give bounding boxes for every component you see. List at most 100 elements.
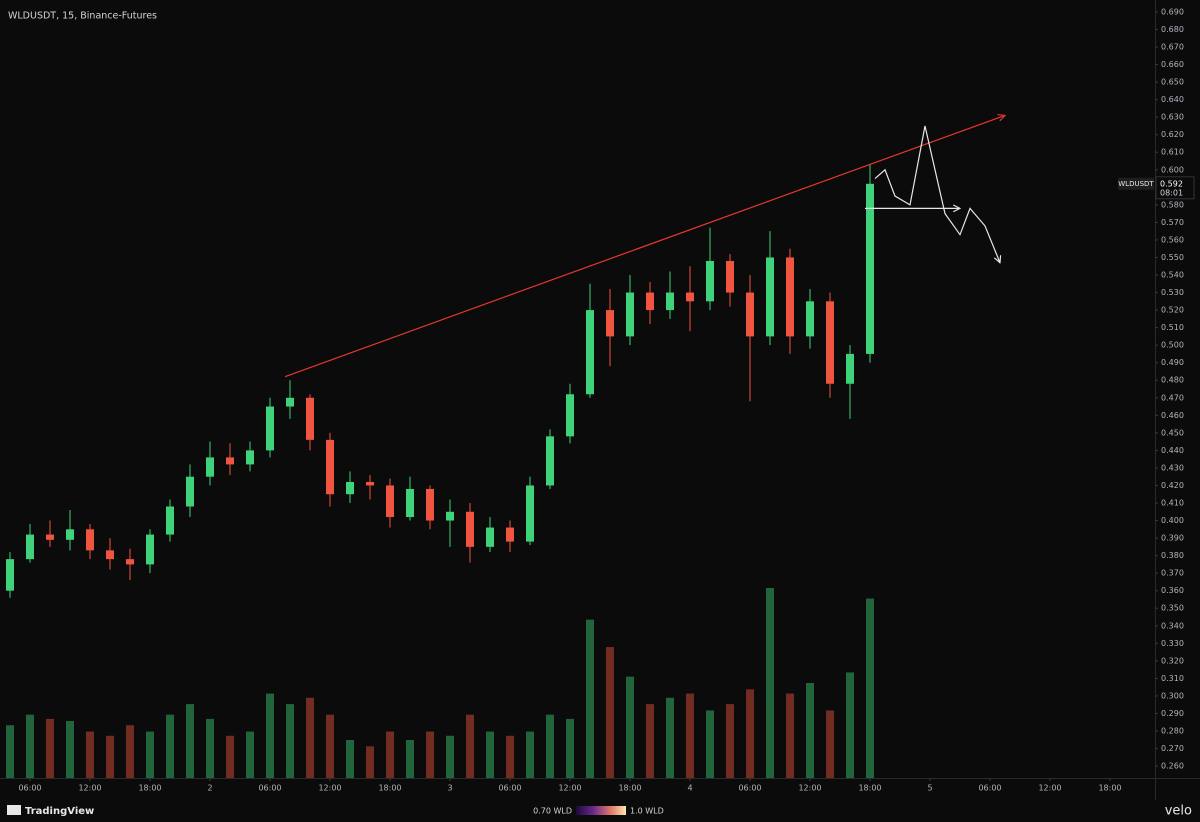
candle-body [266,406,274,451]
scale-min-label: 0.70 WLD [533,807,572,816]
volume-bar [546,714,554,778]
candle-body [246,450,254,465]
x-tick-label: 5 [927,784,932,793]
watermark: velo [1165,804,1192,819]
volume-bar [726,704,734,778]
y-tick-label: 0.560 [1161,235,1184,244]
volume-bar [286,704,294,778]
volume-layer [6,588,874,778]
x-tick-label: 3 [447,784,452,793]
candle-body [486,527,494,547]
volume-bar [206,718,214,778]
y-tick-label: 0.380 [1161,551,1184,560]
volume-bar [566,718,574,778]
y-tick-label: 0.320 [1161,656,1184,665]
y-tick-label: 0.550 [1161,253,1184,262]
candle-body [186,476,194,507]
candle-body [626,292,634,337]
y-tick-label: 0.570 [1161,218,1184,227]
candle-body [606,310,614,337]
x-tick-label: 4 [687,784,692,793]
y-tick-label: 0.540 [1161,271,1184,280]
volume-bar [46,718,54,778]
y-tick-label: 0.600 [1161,165,1184,174]
y-tick-label: 0.460 [1161,411,1184,420]
volume-bar [866,598,874,778]
y-tick-label: 0.620 [1161,130,1184,139]
x-tick-label: 18:00 [1098,784,1121,793]
y-tick-label: 0.450 [1161,428,1184,437]
y-tick-label: 0.310 [1161,674,1184,683]
candle-layer [6,164,874,598]
symbol-tag-box [1118,177,1154,190]
symbol-tag: WLDUSDT [1118,180,1154,188]
candle-body [6,559,14,591]
x-tick-label: 18:00 [138,784,161,793]
volume-bar [246,731,254,778]
candle-body [386,485,394,518]
x-tick-label: 06:00 [738,784,761,793]
volume-bar [426,731,434,778]
candle-body [306,397,314,440]
volume-bar [6,725,14,778]
candle-body [26,534,34,560]
y-tick-label: 0.480 [1161,376,1184,385]
candle-body [726,260,734,293]
candle-body [746,292,754,337]
candle-body [866,183,874,354]
y-tick-label: 0.430 [1161,463,1184,472]
y-tick-label: 0.260 [1161,762,1184,771]
candle-body [206,457,214,477]
volume-bar [646,704,654,778]
y-tick-label: 0.290 [1161,709,1184,718]
y-tick-label: 0.500 [1161,341,1184,350]
y-tick-label: 0.350 [1161,604,1184,613]
y-tick-label: 0.420 [1161,481,1184,490]
candle-body [366,481,374,486]
volume-bar [186,704,194,778]
volume-bar [526,731,534,778]
y-tick-label: 0.640 [1161,95,1184,104]
chart-title: WLDUSDT, 15, Binance-Futures [8,11,157,22]
candle-body [446,511,454,521]
candle-body [106,550,114,560]
candle-body [846,353,854,384]
candle-body [586,310,594,395]
volume-bar [166,714,174,778]
y-tick-label: 0.270 [1161,744,1184,753]
y-tick-label: 0.630 [1161,113,1184,122]
x-tick-label: 06:00 [498,784,521,793]
y-tick-label: 0.410 [1161,498,1184,507]
volume-bar [366,746,374,778]
candle-body [546,436,554,486]
y-tick-label: 0.440 [1161,446,1184,455]
volume-bar [306,697,314,778]
volume-bar [486,731,494,778]
volume-bar [706,710,714,778]
volume-bar [466,714,474,778]
countdown: 08:01 [1160,188,1183,197]
y-tick-label: 0.660 [1161,60,1184,69]
volume-bar [666,697,674,778]
drawings-layer [284,115,1005,378]
scale-max-label: 1.0 WLD [630,807,664,816]
x-tick-label: 12:00 [798,784,821,793]
x-tick-label: 18:00 [618,784,641,793]
candle-body [326,439,334,495]
candle-body [286,397,294,407]
volume-bar [846,672,854,778]
volume-bar [26,714,34,778]
y-tick-label: 0.580 [1161,200,1184,209]
x-tick-label: 06:00 [978,784,1001,793]
candle-body [646,292,654,311]
volume-bar [326,714,334,778]
candle-body [146,534,154,565]
volume-bar [126,725,134,778]
y-tick-label: 0.370 [1161,569,1184,578]
footer: TradingView 0.70 WLD 1.0 WLD velo [7,804,1192,819]
x-tick-label: 12:00 [1038,784,1061,793]
volume-bar [386,731,394,778]
y-tick-label: 0.330 [1161,639,1184,648]
